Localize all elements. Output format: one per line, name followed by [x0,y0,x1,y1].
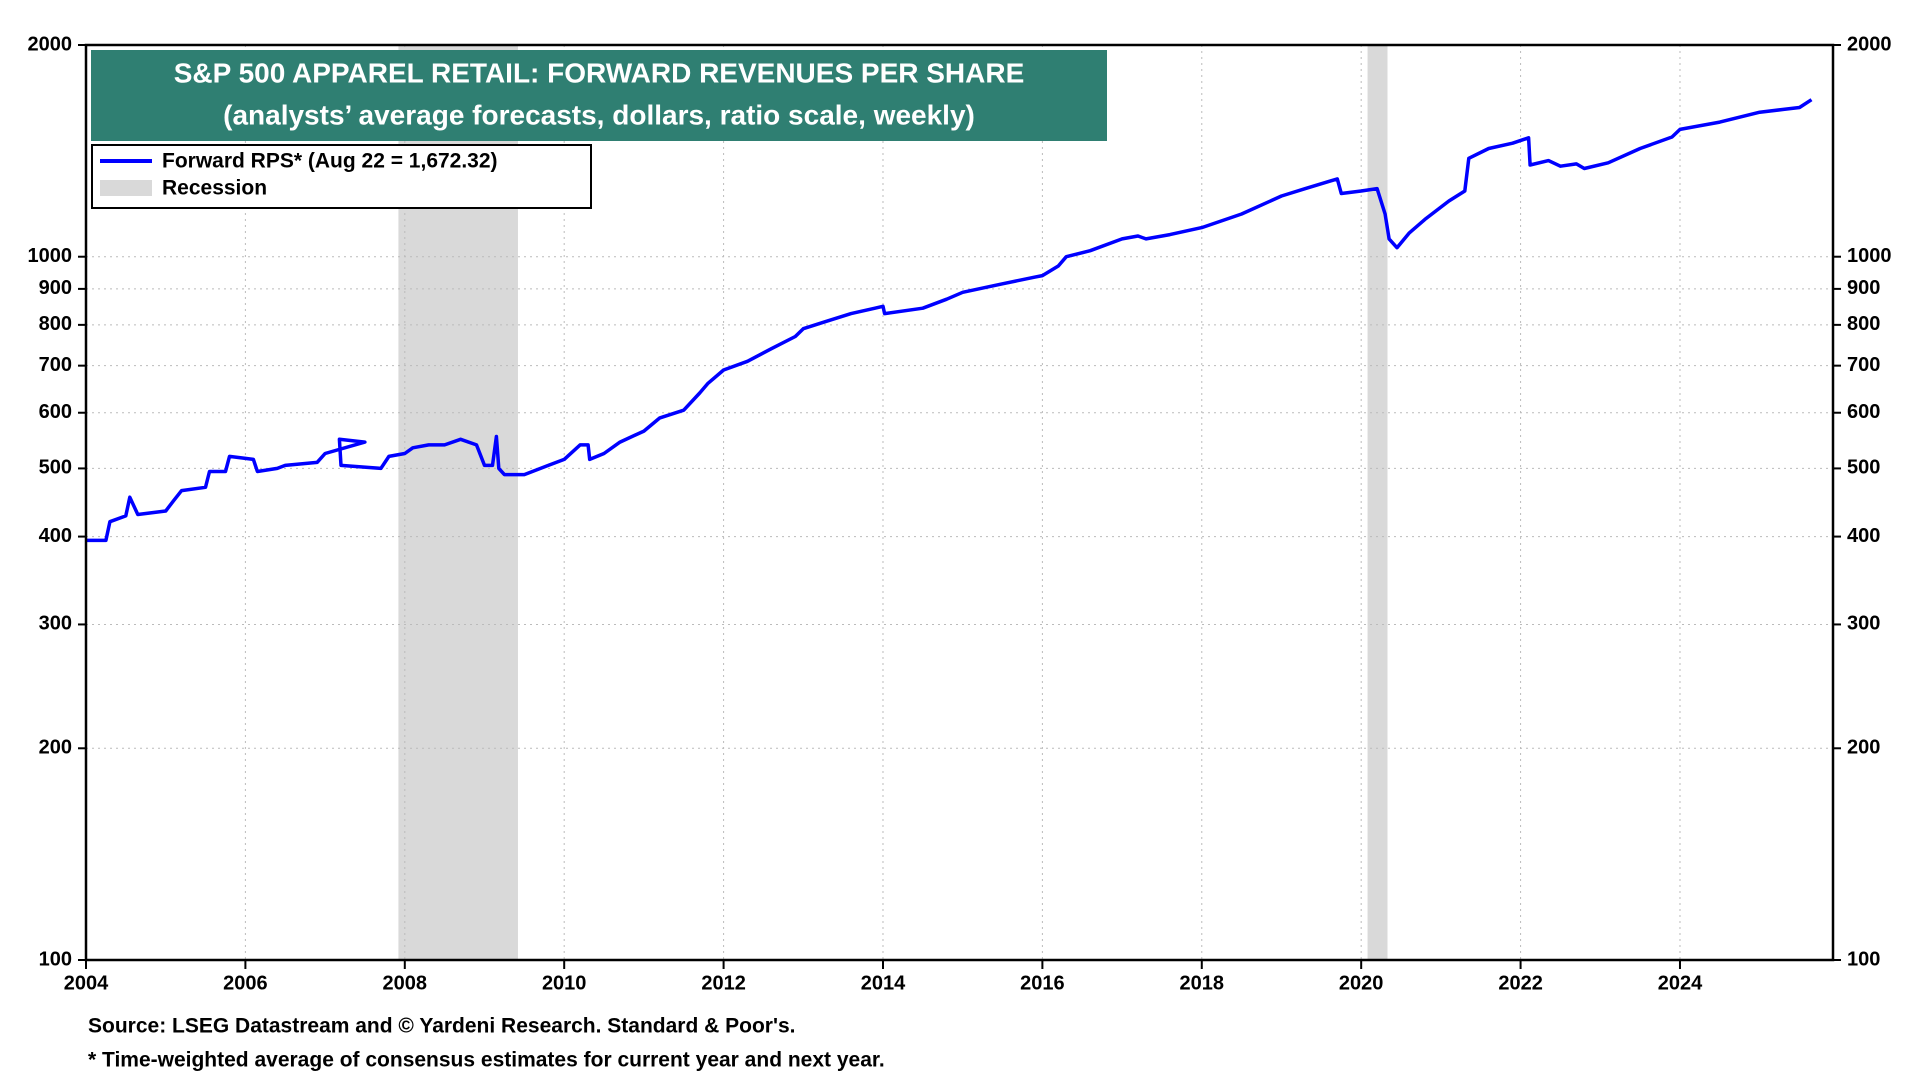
x-tick-label: 2008 [383,972,428,994]
y-tick-label: 800 [39,313,72,335]
y2-tick-label: 600 [1847,401,1880,423]
y2-tick-label: 800 [1847,313,1880,335]
x-tick-label: 2012 [701,972,746,994]
y2-tick-label: 1000 [1847,245,1892,267]
footnote: * Time-weighted average of consensus est… [88,1049,885,1072]
y2-tick-label: 300 [1847,613,1880,635]
x-tick-label: 2024 [1658,972,1703,994]
legend-label: Recession [162,177,267,200]
y2-tick-label: 200 [1847,737,1880,759]
y2-tick-label: 700 [1847,354,1880,376]
x-tick-label: 2006 [223,972,268,994]
y-tick-label: 400 [39,525,72,547]
x-tick-label: 2010 [542,972,587,994]
y2-tick-label: 900 [1847,277,1880,299]
x-tick-label: 2018 [1180,972,1225,994]
legend-label: Forward RPS* (Aug 22 = 1,672.32) [162,150,498,173]
y-tick-label: 700 [39,354,72,376]
y-tick-label: 2000 [28,33,73,55]
y2-tick-label: 500 [1847,457,1880,479]
y-tick-label: 500 [39,457,72,479]
legend-box [91,144,592,209]
title-box [91,50,1107,141]
chart-subtitle: (analysts’ average forecasts, dollars, r… [223,99,975,130]
series-line [86,98,1813,543]
source-note: Source: LSEG Datastream and © Yardeni Re… [88,1015,795,1038]
y-tick-label: 200 [39,737,72,759]
y-tick-label: 300 [39,613,72,635]
legend-swatch [100,180,152,196]
y-tick-label: 900 [39,277,72,299]
x-tick-label: 2020 [1339,972,1384,994]
chart-title: S&P 500 APPAREL RETAIL: FORWARD REVENUES… [174,57,1025,88]
x-tick-label: 2022 [1498,972,1543,994]
y-tick-label: 100 [39,948,72,970]
y-tick-label: 1000 [28,245,73,267]
x-tick-label: 2004 [64,972,109,994]
plot-frame [84,43,1835,962]
recession-band [1367,45,1388,960]
y2-tick-label: 100 [1847,948,1880,970]
y2-tick-label: 400 [1847,525,1880,547]
x-tick-label: 2014 [861,972,906,994]
y-tick-label: 600 [39,401,72,423]
y2-tick-label: 2000 [1847,33,1892,55]
x-tick-label: 2016 [1020,972,1065,994]
